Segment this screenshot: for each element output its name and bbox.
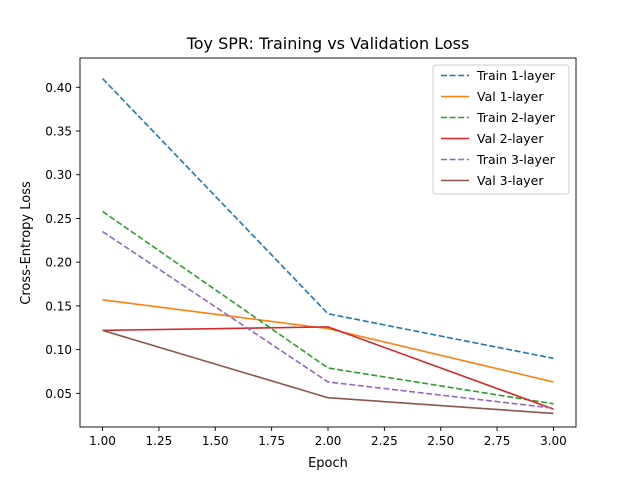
legend-label: Val 1-layer [477, 89, 544, 104]
legend-label: Train 1-layer [476, 68, 556, 83]
y-tick-label: 0.20 [45, 256, 72, 270]
x-tick-label: 1.00 [89, 434, 116, 448]
legend-item: Train 3-layer [441, 152, 556, 167]
series-line-3 [102, 210, 554, 405]
legend: Train 1-layer Val 1-layer Train 2-layer Val… [432, 64, 570, 195]
y-tick-label: 0.25 [45, 212, 72, 226]
plot-area: 1.00 1.25 1.50 1.75 2.00 2.25 2.50 2.75 3.00 0.05… [45, 57, 577, 448]
legend-label: Train 3-layer [476, 152, 556, 167]
y-tick-label: 0.30 [45, 168, 72, 182]
x-tick-label: 2.25 [371, 434, 398, 448]
x-tick-label: 1.25 [146, 434, 173, 448]
series-line-4 [102, 326, 554, 410]
y-tick-label: 0.40 [45, 81, 72, 95]
x-tick-label: 2.75 [484, 434, 511, 448]
legend-label: Val 2-layer [477, 131, 544, 146]
y-axis-label: Cross-Entropy Loss [19, 181, 34, 305]
legend-label: Train 2-layer [476, 110, 556, 125]
series-line-1 [101, 77, 554, 360]
legend-item: Val 1-layer [441, 89, 544, 104]
legend-label: Val 3-layer [477, 173, 544, 188]
x-tick-label: 3.00 [540, 434, 567, 448]
legend-item: Val 2-layer [441, 131, 544, 146]
y-tick-label: 0.05 [45, 387, 72, 401]
series-line-2 [102, 298, 554, 383]
x-axis-label: Epoch [308, 456, 348, 471]
y-tick-label: 0.35 [45, 125, 72, 139]
legend-item: Train 1-layer [441, 68, 556, 83]
legend-item: Train 2-layer [441, 110, 556, 125]
y-tick-label: 0.15 [45, 299, 72, 313]
y-tick-label: 0.10 [45, 343, 72, 357]
series-line-5 [102, 230, 554, 409]
x-tick-label: 1.75 [258, 434, 285, 448]
chart-title: Toy SPR: Training vs Validation Loss [186, 34, 470, 53]
series-line-6 [102, 329, 554, 415]
legend-item: Val 3-layer [441, 173, 544, 188]
x-tick-label: 2.50 [427, 434, 454, 448]
x-tick-label: 1.50 [202, 434, 229, 448]
x-tick-label: 2.00 [315, 434, 342, 448]
